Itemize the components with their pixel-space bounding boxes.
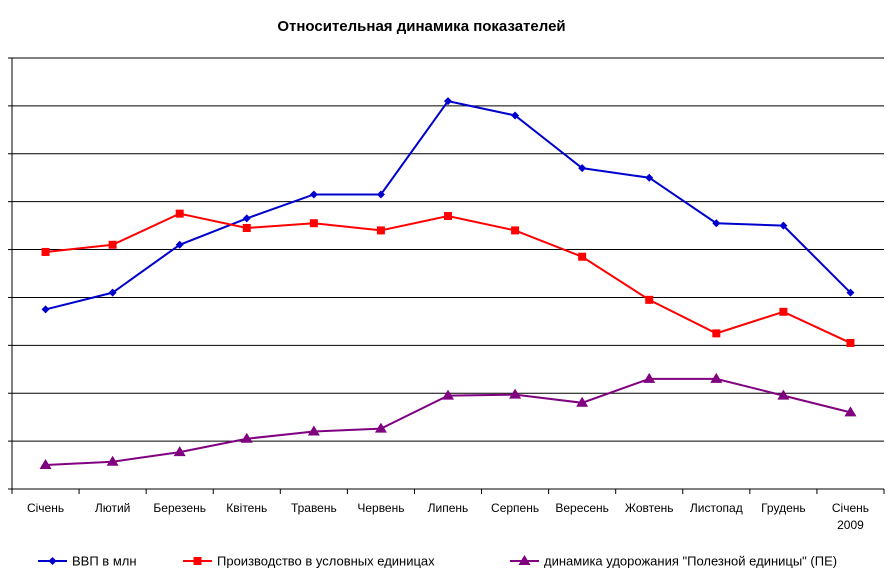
x-tick-label: Січень — [27, 501, 64, 515]
x-tick-label: Вересень — [555, 501, 609, 515]
data-point — [175, 209, 184, 218]
legend-label: Производство в условных единицах — [217, 554, 435, 569]
axes — [8, 57, 885, 494]
legend: ВВП в млн Производство в условных единица… — [38, 554, 837, 569]
x-tick-labels: Січень Лютий Березень Квітень Травень Червень… — [27, 501, 869, 532]
x-tick-label: Листопад — [690, 501, 743, 515]
legend-item-2: Производство в условных единицах — [183, 554, 435, 569]
legend-item-3: динамика удорожания "Полезной единицы" (… — [510, 554, 837, 569]
data-point — [645, 173, 654, 182]
x-tick-label: Жовтень — [625, 501, 674, 515]
series-3 — [39, 372, 857, 470]
data-point — [309, 190, 318, 199]
x-tick-label: Серпень — [491, 501, 539, 515]
data-point — [578, 164, 587, 173]
data-point — [779, 221, 788, 230]
x-tick-label: Травень — [291, 501, 337, 515]
legend-marker — [193, 557, 202, 565]
data-point — [846, 338, 855, 347]
chart-title: Относительная динамика показателей — [277, 18, 566, 35]
data-point — [511, 111, 520, 120]
data-point — [41, 247, 50, 256]
x-tick-label: Червень — [357, 501, 404, 515]
series-1 — [41, 97, 855, 314]
legend-item-1: ВВП в млн — [38, 554, 137, 569]
data-point — [173, 446, 186, 457]
data-point — [442, 389, 454, 400]
data-point — [578, 252, 587, 261]
series-group — [39, 97, 857, 470]
gridlines — [12, 57, 884, 442]
data-point — [710, 372, 723, 383]
legend-marker — [518, 555, 531, 565]
data-point — [712, 219, 721, 228]
data-point — [712, 329, 721, 338]
data-point — [240, 432, 253, 443]
data-point — [108, 288, 117, 297]
data-point — [242, 224, 251, 233]
data-point — [846, 288, 855, 297]
data-point — [444, 212, 452, 221]
data-point — [844, 406, 857, 417]
data-point — [645, 295, 654, 304]
data-point — [643, 372, 656, 383]
series-line — [45, 212, 851, 344]
x-tick-label: Січень 2009 — [832, 501, 869, 532]
data-point — [777, 389, 790, 400]
data-point — [576, 396, 589, 407]
data-point — [39, 459, 52, 470]
x-tick-label: Березень — [153, 501, 206, 515]
data-point — [242, 214, 251, 223]
series-2 — [41, 209, 855, 347]
data-point — [444, 97, 452, 106]
data-point — [509, 388, 522, 399]
data-point — [376, 226, 385, 235]
data-point — [779, 307, 788, 316]
legend-label: динамика удорожания "Полезной единицы" (… — [544, 554, 837, 569]
data-point — [41, 305, 50, 314]
data-point — [511, 226, 520, 235]
x-tick-label: Липень — [428, 501, 469, 515]
data-point — [374, 422, 387, 433]
legend-marker — [48, 557, 57, 565]
x-tick-label: Грудень — [761, 501, 806, 515]
data-point — [309, 219, 318, 228]
data-point — [106, 455, 119, 466]
series-line — [45, 99, 852, 311]
x-tick-label: Квітень — [226, 501, 267, 515]
data-point — [108, 240, 117, 249]
data-point — [175, 240, 184, 249]
legend-label: ВВП в млн — [72, 554, 137, 569]
data-point — [376, 190, 385, 199]
data-point — [307, 425, 320, 436]
x-tick-label: Лютий — [95, 501, 131, 515]
